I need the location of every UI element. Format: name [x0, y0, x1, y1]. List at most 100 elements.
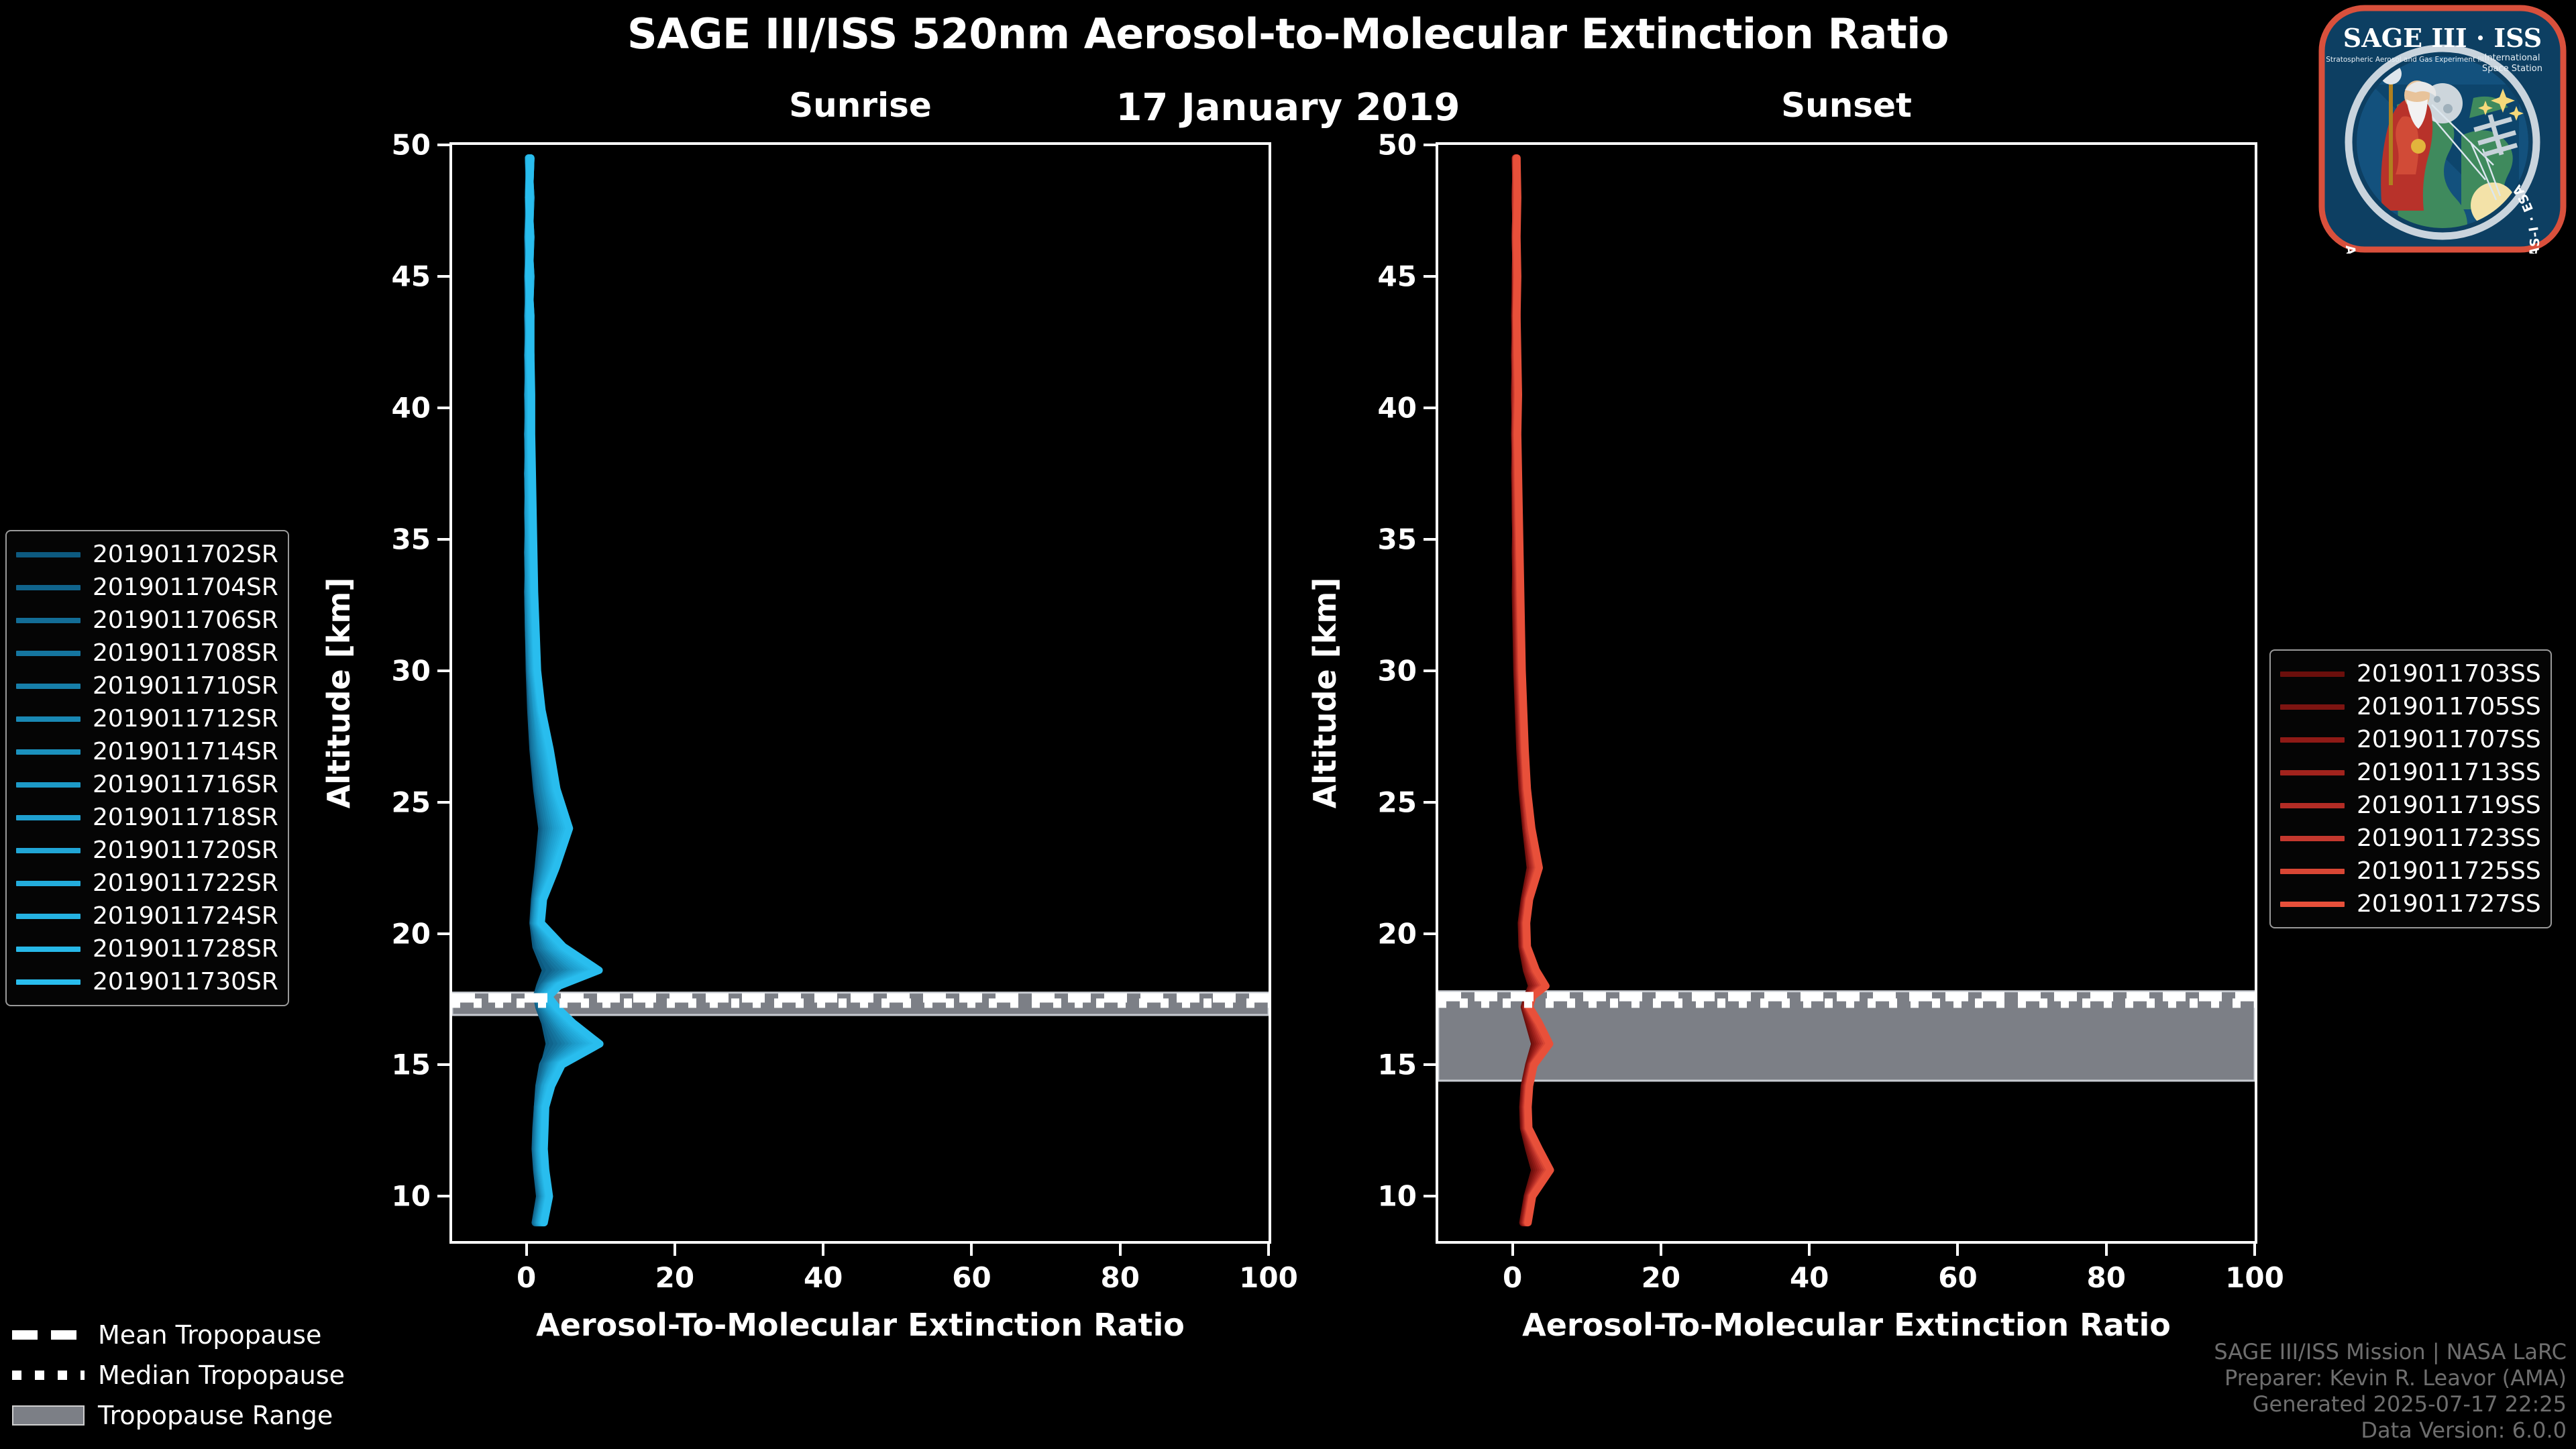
x-tick-label: 80 — [1100, 1261, 1140, 1294]
y-tick-label: 20 — [1377, 917, 1417, 951]
legend-color-swatch — [16, 814, 80, 820]
legend-label-median-tropopause: Median Tropopause — [98, 1360, 345, 1390]
x-tick-label: 100 — [2225, 1261, 2284, 1294]
legend-item-2019011714SR[interactable]: 2019011714SR — [16, 735, 278, 768]
y-tick-label: 10 — [391, 1179, 431, 1213]
legend-item-2019011705SS[interactable]: 2019011705SS — [2280, 690, 2541, 723]
legend-color-swatch — [16, 847, 80, 853]
legend-item-2019011707SS[interactable]: 2019011707SS — [2280, 723, 2541, 756]
x-tick-label: 20 — [655, 1261, 695, 1294]
tropopause-legend: Mean Tropopause Median Tropopause Tropop… — [12, 1315, 345, 1436]
x-tick-mark — [1808, 1242, 1811, 1256]
legend-item-2019011718SR[interactable]: 2019011718SR — [16, 801, 278, 834]
y-tick-mark — [437, 274, 451, 278]
legend-item-2019011702SR[interactable]: 2019011702SR — [16, 538, 278, 571]
legend-item-2019011708SR[interactable]: 2019011708SR — [16, 637, 278, 669]
legend-item-2019011724SR[interactable]: 2019011724SR — [16, 900, 278, 932]
legend-label: 2019011714SR — [93, 738, 278, 765]
legend-color-swatch — [16, 650, 80, 656]
y-tick-label: 15 — [391, 1048, 431, 1081]
legend-color-swatch — [16, 979, 80, 985]
logo-subtitle-right-2: Space Station — [2482, 64, 2542, 74]
y-tick-label: 30 — [1377, 654, 1417, 688]
legend-color-swatch — [16, 617, 80, 623]
credits-line-mission: SAGE III/ISS Mission | NASA LaRC — [2214, 1339, 2567, 1364]
y-tick-label: 50 — [391, 128, 431, 162]
legend-item-2019011725SS[interactable]: 2019011725SS — [2280, 855, 2541, 888]
legend-label: 2019011705SS — [2357, 693, 2541, 720]
legend-label: 2019011727SS — [2357, 890, 2541, 918]
legend-color-swatch — [2280, 901, 2345, 907]
y-tick-mark — [437, 800, 451, 804]
x-tick-label: 60 — [1938, 1261, 1978, 1294]
y-tick-mark — [1424, 144, 1437, 146]
x-tick-mark — [1511, 1242, 1514, 1256]
x-tick-mark — [2104, 1242, 2108, 1256]
legend-item-2019011723SS[interactable]: 2019011723SS — [2280, 822, 2541, 855]
credits-line-dataversion: Data Version: 6.0.0 — [2361, 1417, 2567, 1443]
legend-item-2019011730SR[interactable]: 2019011730SR — [16, 965, 278, 998]
y-tick-label: 40 — [391, 391, 431, 425]
legend-color-swatch — [2280, 802, 2345, 808]
legend-color-swatch — [2280, 868, 2345, 874]
legend-label: 2019011730SR — [93, 968, 278, 996]
y-tick-mark — [1424, 537, 1437, 541]
legend-item-2019011713SS[interactable]: 2019011713SS — [2280, 756, 2541, 789]
legend-label: 2019011719SS — [2357, 792, 2541, 819]
legend-item-2019011727SS[interactable]: 2019011727SS — [2280, 888, 2541, 920]
y-tick-mark — [1424, 274, 1437, 278]
x-axis-title: Aerosol-To-Molecular Extinction Ratio — [1522, 1307, 2171, 1343]
legend-item-2019011719SS[interactable]: 2019011719SS — [2280, 789, 2541, 822]
legend-color-swatch — [2280, 737, 2345, 743]
legend-label: 2019011706SR — [93, 606, 278, 634]
y-tick-label: 25 — [391, 786, 431, 819]
sunrise-panel-title: Sunrise — [789, 86, 932, 125]
y-axis-title: Altitude [km] — [321, 577, 357, 809]
legend-label-tropopause-range: Tropopause Range — [98, 1401, 333, 1430]
legend-item-2019011716SR[interactable]: 2019011716SR — [16, 768, 278, 801]
legend-color-swatch — [16, 913, 80, 919]
legend-color-swatch — [16, 716, 80, 722]
x-tick-mark — [1118, 1242, 1122, 1256]
y-tick-label: 15 — [1377, 1048, 1417, 1081]
y-tick-mark — [1424, 669, 1437, 672]
legend-item-2019011722SR[interactable]: 2019011722SR — [16, 867, 278, 900]
y-tick-mark — [437, 1195, 451, 1198]
legend-label: 2019011722SR — [93, 869, 278, 897]
y-tick-label: 35 — [391, 523, 431, 556]
legend-color-swatch — [16, 551, 80, 557]
legend-item-median-tropopause: Median Tropopause — [12, 1355, 345, 1395]
legend-label: 2019011708SR — [93, 639, 278, 667]
logo-subtitle-left: Stratospheric Aerosol and Gas Experiment… — [2326, 56, 2484, 64]
legend-color-swatch — [16, 749, 80, 755]
x-tick-label: 100 — [1239, 1261, 1298, 1294]
x-tick-mark — [1956, 1242, 1960, 1256]
legend-item-2019011703SS[interactable]: 2019011703SS — [2280, 657, 2541, 690]
legend-item-tropopause-range: Tropopause Range — [12, 1395, 345, 1436]
legend-label: 2019011720SR — [93, 837, 278, 864]
legend-label: 2019011703SS — [2357, 660, 2541, 688]
profile-line-2019011727SS — [1513, 154, 1554, 1227]
y-tick-label: 45 — [1377, 260, 1417, 293]
y-tick-mark — [1424, 1063, 1437, 1067]
legend-item-2019011728SR[interactable]: 2019011728SR — [16, 932, 278, 965]
x-tick-label: 80 — [2086, 1261, 2126, 1294]
legend-item-2019011720SR[interactable]: 2019011720SR — [16, 834, 278, 867]
x-tick-mark — [673, 1242, 676, 1256]
legend-color-swatch — [16, 584, 80, 590]
legend-item-2019011710SR[interactable]: 2019011710SR — [16, 669, 278, 702]
legend-item-2019011706SR[interactable]: 2019011706SR — [16, 604, 278, 637]
x-tick-mark — [822, 1242, 825, 1256]
x-axis-title: Aerosol-To-Molecular Extinction Ratio — [536, 1307, 1185, 1343]
x-tick-label: 40 — [1789, 1261, 1829, 1294]
filled-band-icon — [12, 1405, 85, 1426]
y-tick-mark — [1424, 406, 1437, 409]
legend-label: 2019011707SS — [2357, 726, 2541, 753]
x-tick-mark — [970, 1242, 973, 1256]
legend-item-2019011704SR[interactable]: 2019011704SR — [16, 571, 278, 604]
sunset-legend: 2019011703SS 2019011705SS 2019011707SS 2019… — [2269, 649, 2552, 928]
legend-label-mean-tropopause: Mean Tropopause — [98, 1320, 322, 1350]
sunrise-plot-panel — [449, 142, 1271, 1244]
y-tick-mark — [1424, 800, 1437, 804]
legend-item-2019011712SR[interactable]: 2019011712SR — [16, 702, 278, 735]
